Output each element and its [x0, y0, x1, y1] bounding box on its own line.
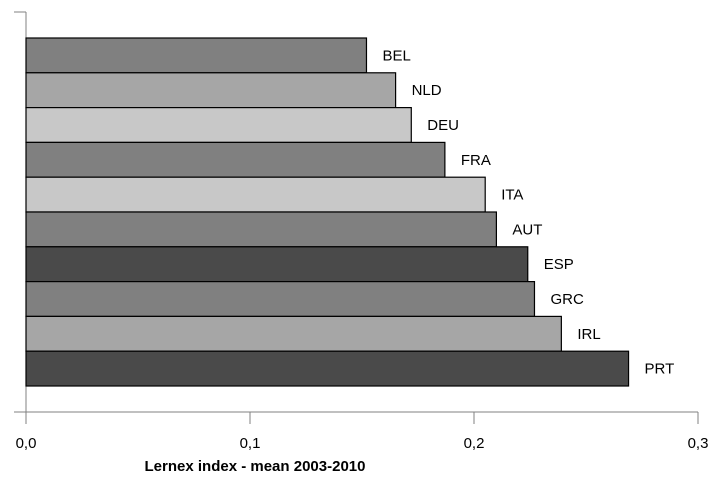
- bar-label-esp: ESP: [544, 256, 574, 273]
- x-axis-label: Lernex index - mean 2003-2010: [145, 458, 366, 475]
- bar-aut: [25, 211, 497, 248]
- ticks: 0,0 0,1 0,2 0,3: [14, 11, 709, 452]
- bar-label-irl: IRL: [577, 326, 600, 343]
- bar-fra: [25, 141, 446, 178]
- bar-nld: [25, 72, 397, 109]
- bar-label-grc: GRC: [550, 291, 584, 308]
- bar-ita: [25, 176, 486, 213]
- bar-label-ita: ITA: [501, 187, 523, 204]
- bar-label-aut: AUT: [512, 221, 542, 238]
- x-tick-label: 0,3: [688, 435, 709, 452]
- bar-irl: [25, 315, 562, 352]
- bar-label-nld: NLD: [412, 82, 442, 99]
- bar-label-prt: PRT: [645, 361, 675, 378]
- bar-bel: [25, 37, 368, 74]
- bar-label-deu: DEU: [427, 117, 459, 134]
- bar-grc: [25, 281, 536, 318]
- bar-label-fra: FRA: [461, 152, 491, 169]
- bars: [25, 37, 630, 387]
- bar-deu: [25, 106, 412, 143]
- bar-labels: BEL NLD DEU FRA ITA AUT ESP GRC IRL PRT: [382, 47, 674, 377]
- bar-prt: [25, 350, 630, 387]
- bar-label-bel: BEL: [382, 47, 410, 64]
- x-tick-label: 0,0: [16, 435, 37, 452]
- x-tick-label: 0,2: [464, 435, 485, 452]
- x-tick-label: 0,1: [240, 435, 261, 452]
- bar-esp: [25, 246, 529, 283]
